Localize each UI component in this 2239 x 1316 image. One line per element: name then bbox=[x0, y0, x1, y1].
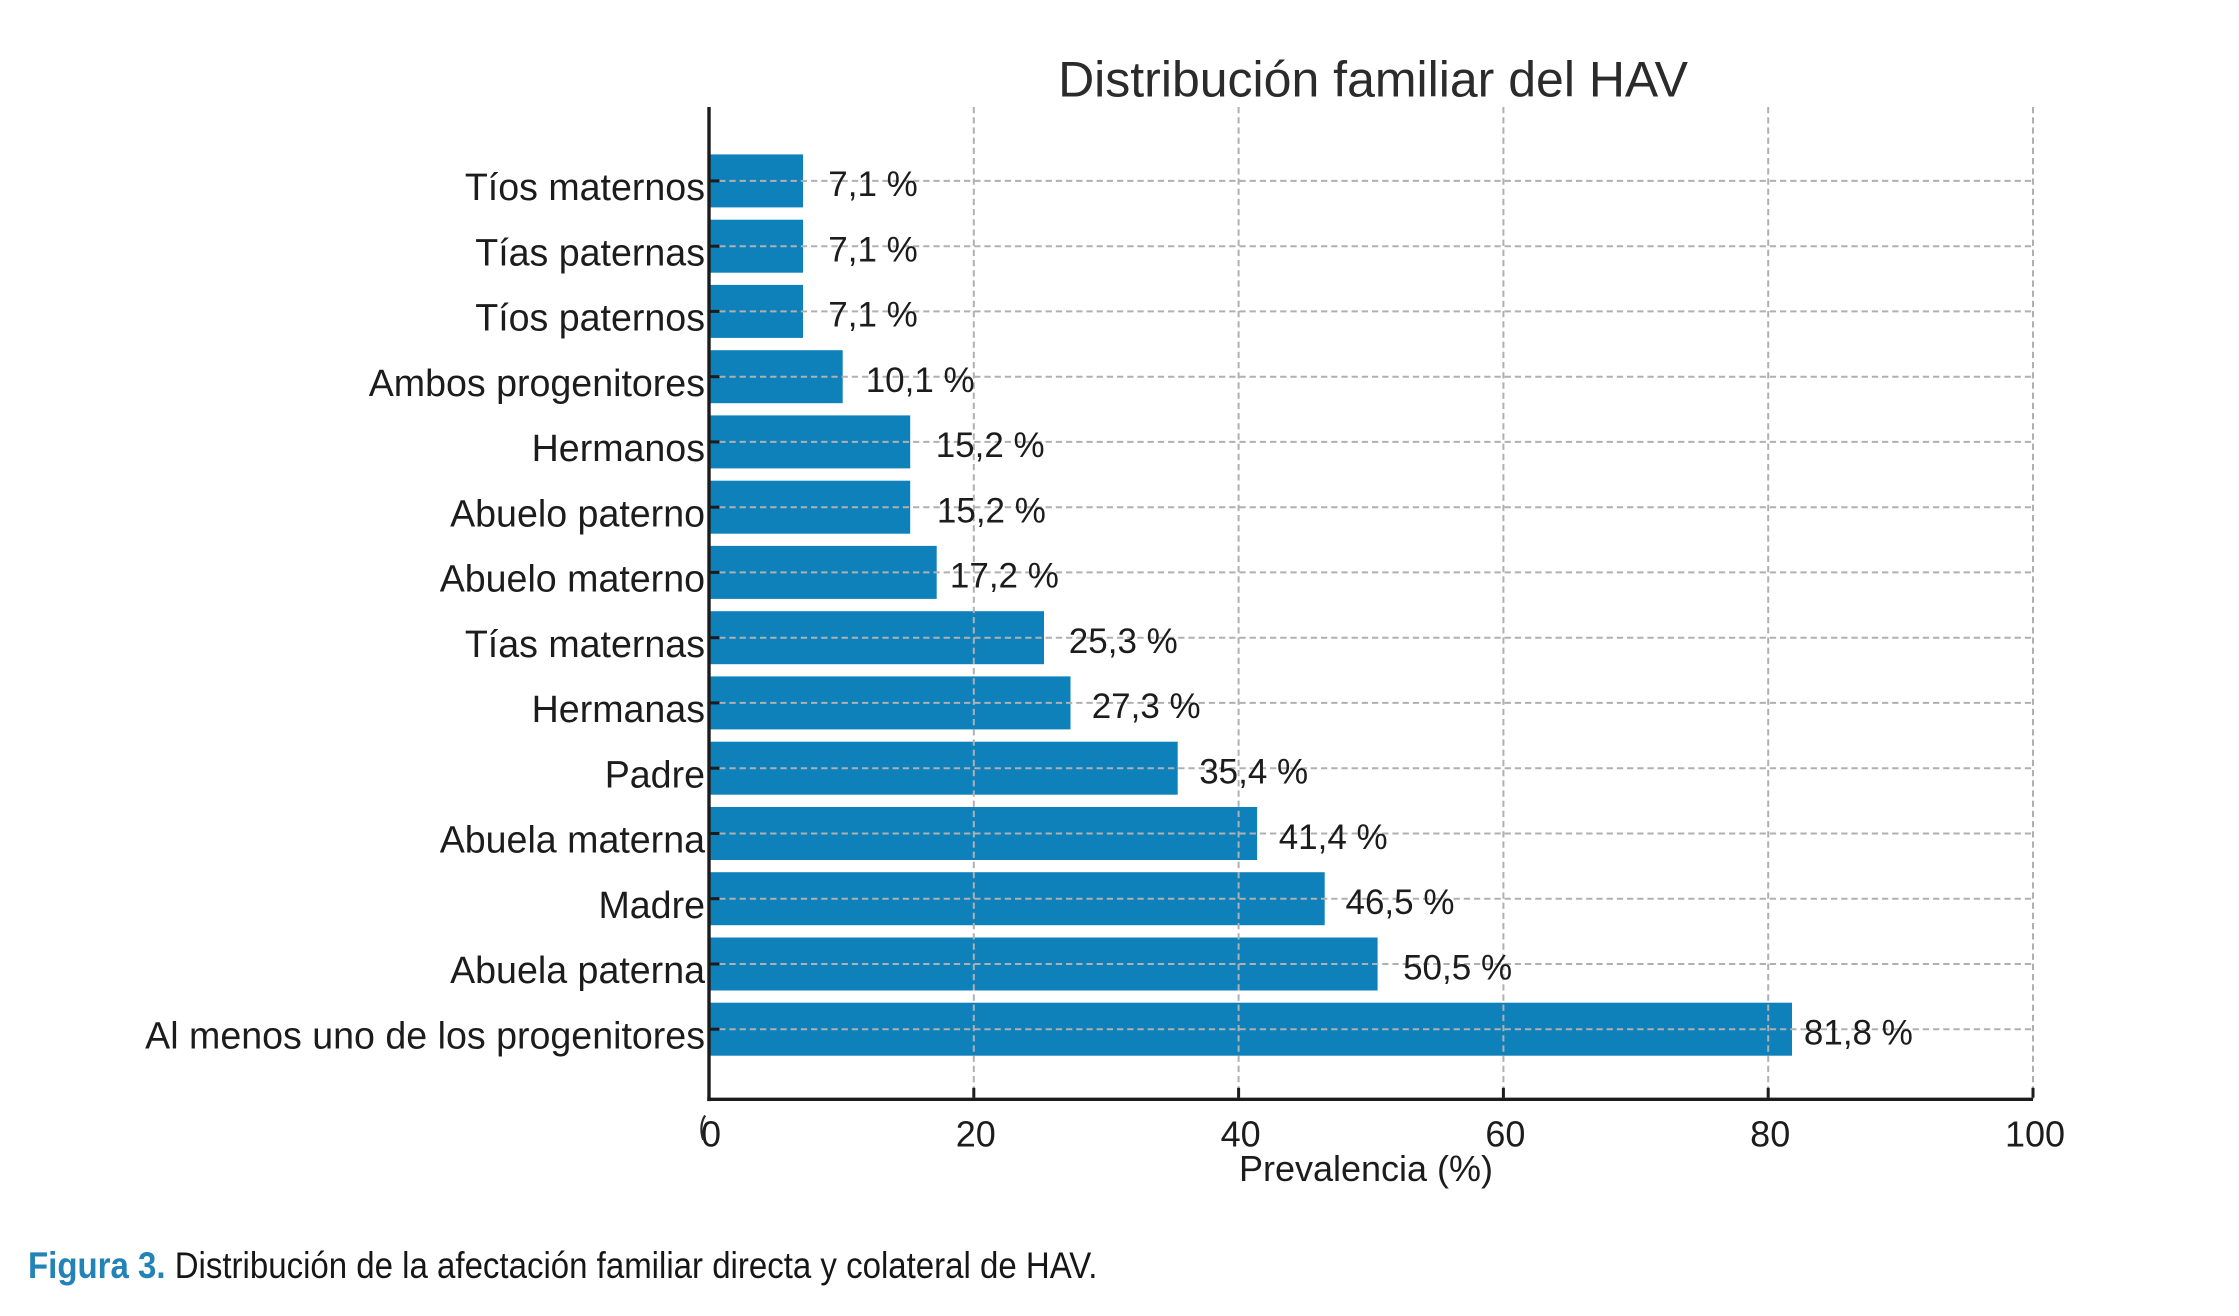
svg-text:50,5 %: 50,5 % bbox=[1403, 948, 1512, 987]
svg-text:7,1 %: 7,1 % bbox=[828, 296, 918, 335]
svg-text:Hermanas: Hermanas bbox=[532, 688, 705, 730]
svg-text:Distribución familiar del HAV: Distribución familiar del HAV bbox=[1058, 52, 1688, 108]
svg-text:Madre: Madre bbox=[598, 884, 705, 926]
svg-text:20: 20 bbox=[956, 1114, 996, 1155]
svg-text:7,1 %: 7,1 % bbox=[828, 165, 918, 204]
svg-text:15,2 %: 15,2 % bbox=[937, 492, 1046, 531]
svg-text:35,4 %: 35,4 % bbox=[1199, 753, 1308, 792]
svg-text:Hermanos: Hermanos bbox=[532, 427, 705, 469]
svg-text:0: 0 bbox=[701, 1114, 721, 1155]
svg-text:17,2 %: 17,2 % bbox=[950, 557, 1059, 596]
svg-text:Abuela materna: Abuela materna bbox=[440, 819, 705, 861]
svg-text:Abuelo materno: Abuelo materno bbox=[440, 558, 705, 600]
svg-text:100: 100 bbox=[2005, 1114, 2065, 1155]
svg-text:80: 80 bbox=[1750, 1114, 1790, 1155]
svg-text:7,1 %: 7,1 % bbox=[828, 231, 918, 270]
svg-text:40: 40 bbox=[1221, 1114, 1261, 1155]
svg-text:15,2 %: 15,2 % bbox=[936, 426, 1045, 465]
svg-text:Tíos maternos: Tíos maternos bbox=[465, 166, 705, 208]
svg-text:Abuela paterna: Abuela paterna bbox=[450, 949, 705, 991]
svg-text:25,3 %: 25,3 % bbox=[1069, 622, 1178, 661]
svg-text:Tías maternas: Tías maternas bbox=[465, 623, 705, 665]
svg-text:27,3 %: 27,3 % bbox=[1092, 687, 1201, 726]
svg-text:41,4 %: 41,4 % bbox=[1279, 818, 1388, 857]
svg-text:Ambos progenitores: Ambos progenitores bbox=[369, 362, 705, 404]
svg-text:Tíos paternos: Tíos paternos bbox=[475, 297, 705, 339]
svg-text:60: 60 bbox=[1485, 1114, 1525, 1155]
svg-text:Abuelo paterno: Abuelo paterno bbox=[450, 492, 705, 534]
svg-text:Prevalencia (%): Prevalencia (%) bbox=[1239, 1148, 1493, 1189]
svg-text:Al menos uno de los progenitor: Al menos uno de los progenitores bbox=[145, 1014, 705, 1056]
svg-text:46,5 %: 46,5 % bbox=[1346, 883, 1455, 922]
svg-text:10,1 %: 10,1 % bbox=[866, 361, 975, 400]
svg-text:Tías paternas: Tías paternas bbox=[475, 231, 705, 273]
svg-text:Padre: Padre bbox=[605, 753, 705, 795]
svg-text:81,8 %: 81,8 % bbox=[1804, 1014, 1913, 1053]
